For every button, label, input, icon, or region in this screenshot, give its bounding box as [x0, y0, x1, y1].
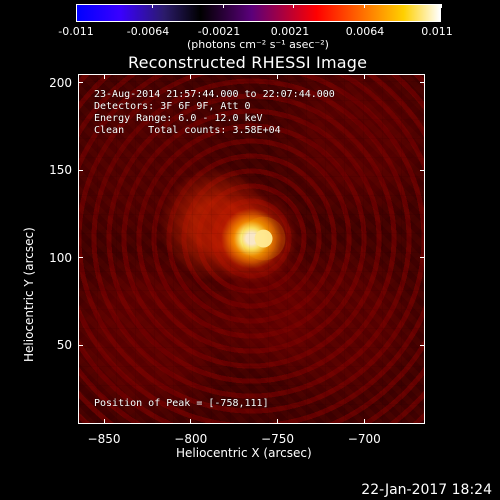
x-axis-tick-label: −700 [347, 432, 381, 446]
x-axis-tick [363, 419, 365, 424]
colorbar-tick [364, 4, 366, 8]
colorbar-tick-label: -0.0021 [197, 25, 241, 38]
x-axis-top-tick [103, 74, 105, 79]
colorbar-tick [223, 4, 225, 8]
clean-annotation: Clean Total counts: 3.58E+04 [94, 125, 281, 136]
colorbar-unit: (photons cm⁻² s⁻¹ asec⁻²) [187, 38, 329, 51]
y-axis-right-tick [420, 169, 425, 171]
colorbar-tick [151, 4, 153, 8]
colorbar-tick-label: 0.0064 [345, 25, 385, 38]
x-axis-tick-label: −750 [261, 432, 294, 446]
colorbar-tick [75, 4, 77, 8]
y-axis-right-tick [420, 344, 425, 346]
y-axis-tick-label: 100 [49, 250, 72, 265]
y-axis-tick [78, 257, 83, 259]
chart-title: Reconstructed RHESSI Image [128, 53, 368, 72]
heatmap-image [79, 75, 424, 423]
colorbar-tick [440, 4, 442, 8]
y-axis-tick-label: 200 [49, 75, 72, 90]
x-axis-tick-label: −850 [87, 432, 121, 446]
y-axis-tick [78, 169, 83, 171]
y-axis-right-tick [420, 82, 425, 84]
y-axis-right-tick [420, 257, 425, 259]
x-axis-tick [190, 419, 192, 424]
y-axis-tick [78, 82, 83, 84]
peak-halo [241, 216, 286, 261]
y-axis-tick-label: 50 [56, 338, 72, 353]
x-axis-top-tick [190, 74, 192, 79]
peak-overlay [241, 216, 286, 261]
y-axis-tick-label: 150 [49, 163, 72, 178]
colorbar-tick-label: -0.011 [58, 25, 94, 38]
x-axis-tick [277, 419, 279, 424]
colorbar [76, 4, 441, 22]
plot-area: 23-Aug-2014 21:57:44.000 to 22:07:44.000… [78, 74, 425, 424]
x-axis-label: Heliocentric X (arcsec) [176, 446, 312, 460]
y-axis-tick [78, 344, 83, 346]
date-stamp: 22-Jan-2017 18:24 [361, 482, 492, 498]
heatmap-texture [79, 75, 424, 423]
colorbar-tick-label: -0.0064 [126, 25, 170, 38]
x-axis-tick-label: −800 [174, 432, 208, 446]
x-axis-top-tick [277, 74, 279, 79]
peak-marker [254, 229, 273, 248]
energy-annotation: Energy Range: 6.0 - 12.0 keV [94, 113, 263, 124]
y-axis-label: Heliocentric Y (arcsec) [22, 227, 36, 362]
x-axis-tick [103, 419, 105, 424]
detectors-annotation: Detectors: 3F 6F 9F, Att 0 [94, 101, 251, 112]
x-axis-top-tick [363, 74, 365, 79]
time-annotation: 23-Aug-2014 21:57:44.000 to 22:07:44.000 [94, 89, 335, 100]
colorbar-tick-label: 0.0021 [270, 25, 310, 38]
peak-annotation: Position of Peak = [-758,111] [94, 398, 269, 409]
colorbar-tick [292, 4, 294, 8]
colorbar-tick-label: 0.011 [421, 25, 453, 38]
plot-grid [79, 75, 424, 423]
